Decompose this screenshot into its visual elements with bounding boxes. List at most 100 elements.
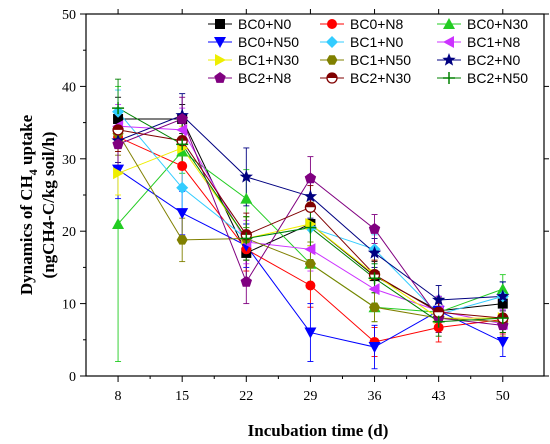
x-axis-title: Incubation time (d) [248, 421, 389, 440]
legend-label: BC2+N30 [350, 70, 411, 86]
legend-item-bc2-n50: BC2+N50 [437, 70, 528, 86]
marker-circle [327, 19, 337, 29]
marker-hexagon [304, 259, 316, 269]
marker-pentagon [214, 72, 226, 83]
legend-label: BC2+N8 [238, 70, 292, 86]
marker-plus [443, 72, 455, 84]
y-axis-title-line2: (ngCH4-C/kg soil/h) [39, 132, 58, 279]
marker-circle-half [112, 124, 124, 136]
marker-circle-half-fill [177, 135, 188, 141]
y-tick-label: 40 [62, 80, 76, 95]
marker-circle-half-fill [433, 307, 444, 313]
marker-plus [240, 232, 253, 245]
y-axis-title-line1: Dynamics of CH4 uptake [17, 114, 40, 295]
marker-triangle-up [112, 217, 125, 229]
legend-item-bc1-n8: BC1+N8 [437, 34, 521, 50]
marker-pentagon [368, 223, 381, 234]
marker-triangle-down [496, 336, 509, 348]
legend: BC0+N0 BC0+N8 BC0+N30 BC0+N50 BC1+N0 BC1+N8 BC… [208, 16, 528, 86]
legend-item-bc0-n0: BC0+N0 [208, 16, 292, 32]
marker-pentagon [112, 138, 124, 150]
marker-pentagon [304, 172, 317, 184]
marker-plus [112, 102, 125, 115]
marker-triangle-up [496, 283, 509, 295]
y-axis-title-subscript: 4 [26, 169, 40, 175]
marker-plus [304, 221, 317, 234]
marker-triangle-left [443, 36, 454, 48]
series-markers [111, 102, 510, 354]
y-tick-label: 50 [62, 8, 76, 23]
axes: 8 15 22 29 36 43 50 0 10 20 30 40 50 [62, 8, 549, 404]
legend-item-bc0-n50: BC0+N50 [208, 34, 299, 50]
legend-label: BC1+N0 [350, 34, 404, 50]
x-tick-label: 36 [368, 389, 382, 404]
marker-hexagon [369, 302, 381, 312]
marker-star [432, 292, 446, 306]
marker-triangle-left [176, 123, 188, 136]
x-tick-label: 15 [175, 389, 189, 404]
y-tick-label: 20 [62, 225, 76, 240]
marker-triangle-down [214, 37, 226, 48]
marker-triangle-right [215, 54, 226, 66]
marker-triangle-left [304, 243, 316, 256]
legend-item-bc1-n0: BC1+N0 [320, 34, 404, 50]
marker-star [239, 169, 253, 183]
x-tick-label: 8 [115, 389, 122, 404]
marker-triangle-up [240, 192, 253, 204]
marker-circle-half-fill [305, 202, 316, 208]
marker-hexagon [326, 55, 338, 65]
legend-label: BC0+N8 [350, 16, 404, 32]
legend-item-bc2-n0: BC2+N0 [437, 52, 521, 68]
marker-star [496, 289, 510, 303]
legend-item-bc1-n30: BC1+N30 [208, 52, 299, 68]
marker-diamond [176, 181, 189, 194]
legend-label: BC0+N30 [467, 16, 528, 32]
marker-star [367, 245, 382, 259]
y-tick-label: 30 [62, 153, 76, 168]
marker-triangle-up [443, 18, 455, 29]
marker-plus [368, 272, 381, 285]
legend-label: BC1+N50 [350, 52, 411, 68]
marker-circle-half-fill [327, 73, 337, 78]
y-tick-label: 0 [69, 370, 76, 385]
marker-plus [432, 315, 445, 328]
y-axis-title-prefix: Dynamics of CH [17, 175, 36, 295]
marker-triangle-down [176, 208, 189, 220]
marker-circle [177, 161, 188, 172]
marker-star [442, 53, 456, 66]
legend-item-bc2-n8: BC2+N8 [208, 70, 292, 86]
legend-label: BC2+N50 [467, 70, 528, 86]
marker-circle-half-fill [369, 269, 380, 275]
marker-pentagon [176, 112, 188, 124]
marker-square [113, 113, 124, 124]
marker-triangle-down [368, 342, 381, 354]
marker-circle-half [326, 72, 338, 84]
x-tick-label: 29 [303, 389, 317, 404]
marker-circle-half-fill [113, 124, 124, 130]
legend-item-bc0-n30: BC0+N30 [437, 16, 528, 32]
marker-square [215, 19, 225, 29]
marker-triangle-down [304, 327, 317, 339]
marker-circle [305, 280, 316, 291]
x-tick-label: 22 [239, 389, 253, 404]
marker-plus [496, 312, 509, 325]
marker-plus [176, 138, 189, 151]
marker-triangle-right [113, 167, 125, 180]
y-tick-label: 10 [62, 298, 76, 313]
marker-star [303, 189, 318, 203]
legend-label: BC2+N0 [467, 52, 521, 68]
y-axis-title-suffix: uptake [17, 114, 36, 169]
x-tick-label: 50 [496, 389, 510, 404]
x-tick-label: 43 [432, 389, 446, 404]
marker-pentagon [240, 275, 253, 287]
marker-hexagon [176, 235, 188, 245]
legend-label: BC0+N50 [238, 34, 299, 50]
legend-label: BC0+N0 [238, 16, 292, 32]
legend-label: BC1+N8 [467, 34, 521, 50]
marker-diamond [326, 36, 338, 48]
marker-circle-half [304, 201, 317, 213]
legend-label: BC1+N30 [238, 52, 299, 68]
marker-circle-half-fill [241, 229, 252, 235]
